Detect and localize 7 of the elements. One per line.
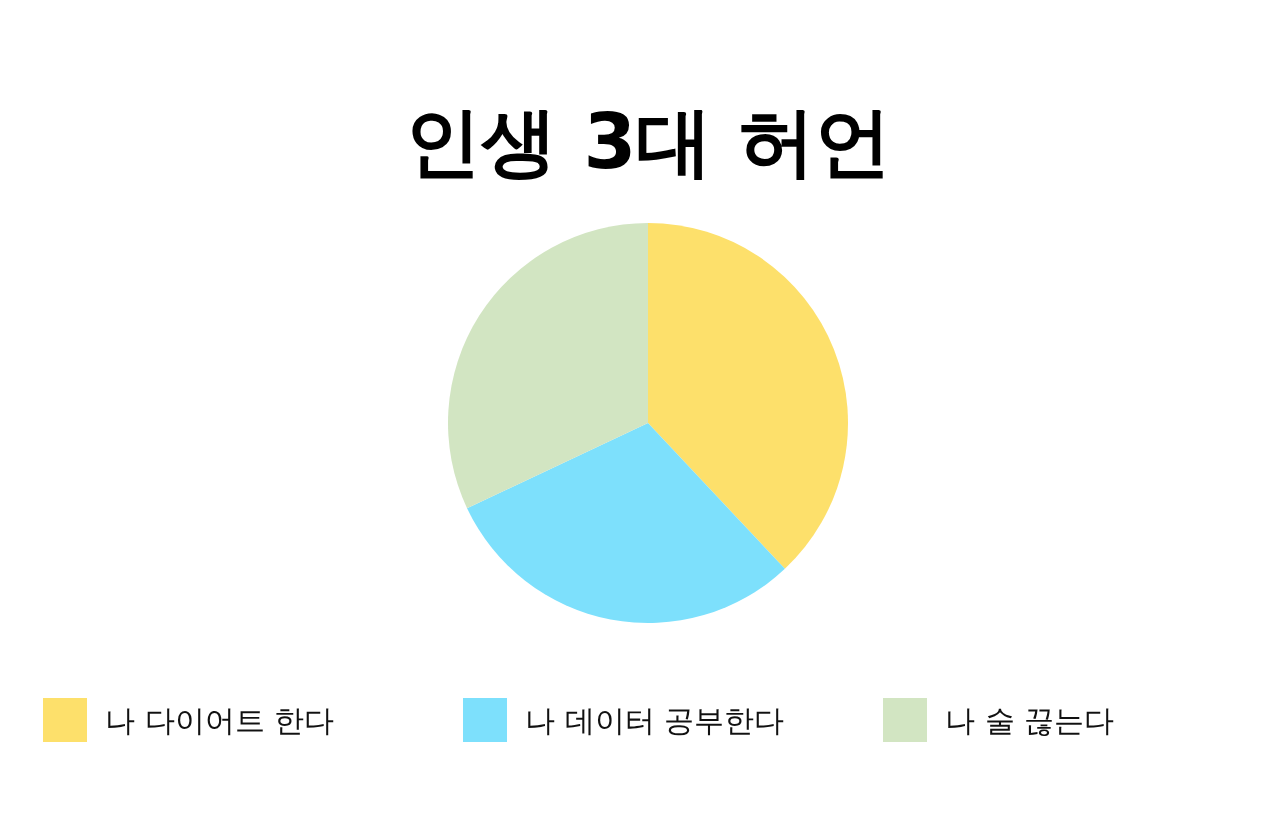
legend-label: 나 다이어트 한다 [105, 703, 335, 738]
pie-slice [467, 423, 785, 623]
pie-slice [448, 223, 648, 509]
legend-label: 나 술 끊는다 [945, 703, 1115, 738]
pie-slice [648, 223, 848, 569]
legend-label: 나 데이터 공부한다 [525, 703, 785, 738]
chart-title: 인생 3대 허언 [405, 97, 891, 186]
